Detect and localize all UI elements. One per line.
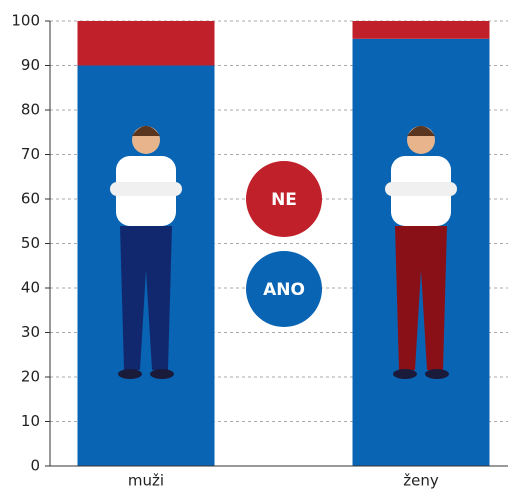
person-arms [385, 182, 457, 196]
legend-label: ANO [263, 280, 305, 300]
legend-marker [246, 161, 322, 237]
person-shoe [393, 369, 417, 379]
legend-label: NE [271, 190, 297, 210]
y-tick-label: 100 [11, 12, 40, 30]
y-tick-label: 40 [21, 279, 40, 297]
y-tick-label: 20 [21, 368, 40, 386]
y-tick-label: 0 [30, 457, 40, 475]
y-tick-label: 90 [21, 56, 40, 74]
y-tick-label: 10 [21, 412, 40, 430]
legend-marker [246, 251, 322, 327]
y-tick-label: 80 [21, 101, 40, 119]
person-hair [132, 126, 160, 136]
person-legs [120, 226, 172, 370]
person-hair [407, 126, 435, 136]
y-tick-label: 70 [21, 145, 40, 163]
person-shoe [118, 369, 142, 379]
y-tick-label: 60 [21, 190, 40, 208]
bar-segment [352, 21, 490, 39]
y-tick-label: 50 [21, 234, 40, 252]
x-tick-label: muži [128, 472, 164, 490]
person-arms [110, 182, 182, 196]
person-legs [395, 226, 447, 370]
person-shoe [425, 369, 449, 379]
x-tick-label: ženy [403, 472, 439, 490]
bar-segment [77, 21, 215, 66]
y-tick-label: 30 [21, 323, 40, 341]
person-shoe [150, 369, 174, 379]
